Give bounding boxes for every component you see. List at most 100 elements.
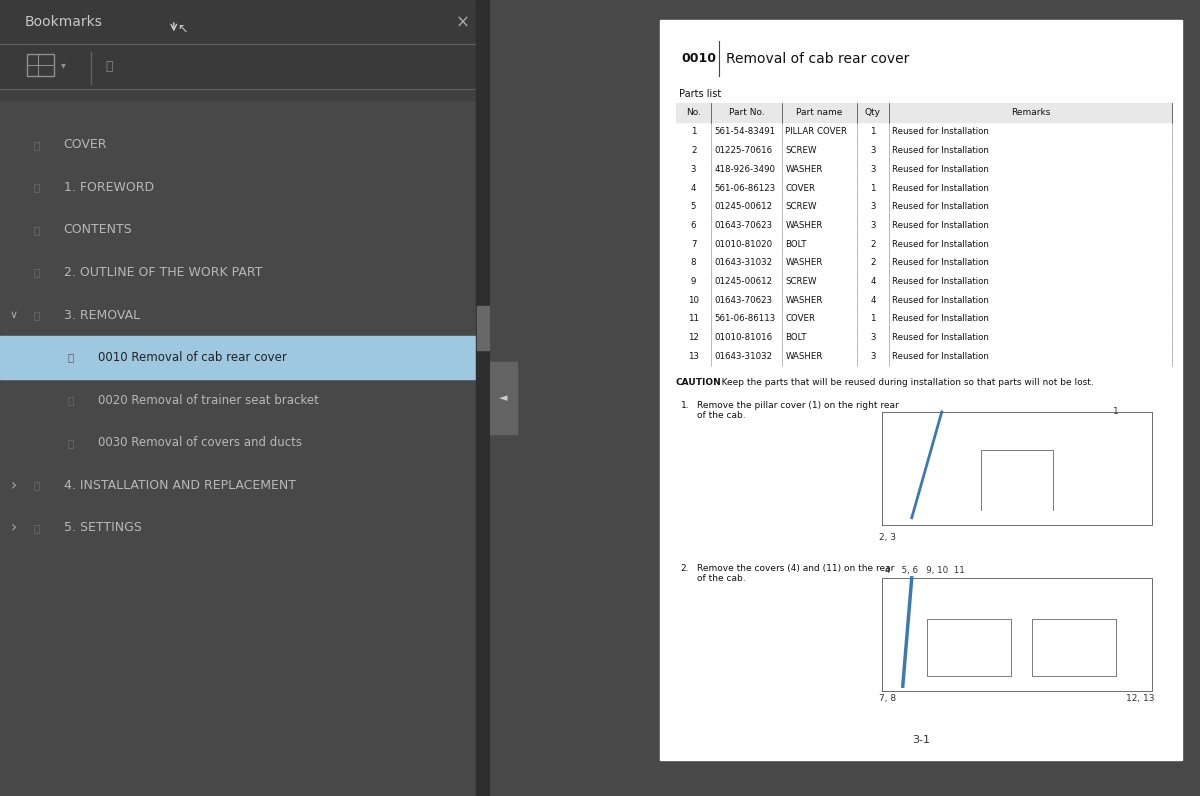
Text: 🔖: 🔖 (34, 224, 40, 235)
Bar (676, 85, 1171, 103)
Text: 3: 3 (870, 352, 876, 361)
Text: 4    5, 6   9, 10  11: 4 5, 6 9, 10 11 (884, 566, 965, 575)
Text: 01010-81020: 01010-81020 (714, 240, 773, 248)
Text: BOLT: BOLT (785, 240, 806, 248)
Bar (676, 217, 1171, 235)
Text: WASHER: WASHER (785, 352, 823, 361)
Text: No.: No. (686, 108, 701, 117)
Text: Remove the covers (4) and (11) on the rear
of the cab.: Remove the covers (4) and (11) on the re… (696, 564, 894, 583)
Text: 01245-00612: 01245-00612 (714, 277, 773, 286)
Text: Reused for Installation: Reused for Installation (892, 202, 989, 211)
Bar (676, 347, 1171, 366)
Text: 10: 10 (688, 296, 700, 305)
Text: 12, 13: 12, 13 (1127, 693, 1154, 703)
Text: 13: 13 (688, 352, 700, 361)
Text: 418-926-3490: 418-926-3490 (714, 165, 775, 174)
Bar (660, 20, 1182, 760)
Text: Reused for Installation: Reused for Installation (892, 127, 989, 136)
Text: 1. FOREWORD: 1. FOREWORD (64, 181, 154, 193)
Bar (676, 142, 1171, 160)
Text: 3: 3 (691, 165, 696, 174)
Text: 0030 Removal of covers and ducts: 0030 Removal of covers and ducts (98, 436, 302, 449)
Text: 4: 4 (870, 296, 876, 305)
Bar (676, 253, 1171, 272)
Text: 8: 8 (691, 259, 696, 267)
Bar (866, 397, 1166, 548)
Text: 01643-70623: 01643-70623 (714, 221, 773, 230)
Bar (476, 306, 488, 350)
Text: Removal of cab rear cover: Removal of cab rear cover (726, 52, 910, 65)
Text: 01643-31032: 01643-31032 (714, 352, 773, 361)
Text: COVER: COVER (64, 139, 107, 151)
Text: ×: × (455, 14, 469, 31)
Text: 🔖: 🔖 (34, 267, 40, 278)
Text: 01010-81016: 01010-81016 (714, 334, 773, 342)
Text: 0020 Removal of trainer seat bracket: 0020 Removal of trainer seat bracket (98, 394, 319, 407)
Text: 561-54-83491: 561-54-83491 (714, 127, 775, 136)
Text: SCREW: SCREW (785, 277, 817, 286)
Text: 🔖: 🔖 (34, 182, 40, 193)
Text: 3-1: 3-1 (912, 736, 930, 745)
Text: Reused for Installation: Reused for Installation (892, 259, 989, 267)
Text: 2: 2 (870, 259, 876, 267)
Text: WASHER: WASHER (785, 296, 823, 305)
Text: WASHER: WASHER (785, 259, 823, 267)
Bar (676, 41, 1171, 76)
Text: 🔖: 🔖 (68, 353, 74, 363)
Text: 7: 7 (691, 240, 696, 248)
Text: 1: 1 (691, 127, 696, 136)
Text: 2: 2 (691, 146, 696, 155)
Bar (0, 0, 490, 44)
Bar (676, 123, 1171, 142)
Bar (676, 197, 1171, 216)
Text: ›: › (11, 478, 17, 493)
Text: Reused for Installation: Reused for Installation (892, 146, 989, 155)
Text: 4: 4 (691, 184, 696, 193)
Text: Parts list: Parts list (679, 89, 721, 99)
Text: 🔖: 🔖 (34, 523, 40, 533)
Text: 01225-70616: 01225-70616 (714, 146, 773, 155)
Text: PILLAR COVER: PILLAR COVER (785, 127, 847, 136)
Bar (1032, 619, 1116, 676)
Text: WASHER: WASHER (785, 165, 823, 174)
Text: ∨: ∨ (10, 310, 18, 320)
Text: Remove the pillar cover (1) on the right rear
of the cab.: Remove the pillar cover (1) on the right… (696, 401, 899, 420)
Text: BOLT: BOLT (785, 334, 806, 342)
Text: 5. SETTINGS: 5. SETTINGS (64, 521, 142, 534)
Bar (476, 0, 490, 796)
Bar (26, 54, 54, 76)
Text: 9: 9 (691, 277, 696, 286)
Text: 2. OUTLINE OF THE WORK PART: 2. OUTLINE OF THE WORK PART (64, 266, 262, 279)
Text: Reused for Installation: Reused for Installation (892, 296, 989, 305)
Text: 3. REMOVAL: 3. REMOVAL (64, 309, 139, 322)
Text: Qty: Qty (865, 108, 881, 117)
Text: 🔖: 🔖 (68, 438, 74, 448)
Bar (676, 103, 1171, 123)
Text: 🔖: 🔖 (34, 480, 40, 490)
Text: WASHER: WASHER (785, 221, 823, 230)
Bar (866, 560, 1166, 708)
Text: Reused for Installation: Reused for Installation (892, 240, 989, 248)
Bar (926, 619, 1010, 676)
Text: 6: 6 (691, 221, 696, 230)
Text: Remarks: Remarks (1010, 108, 1050, 117)
Text: 🔖: 🔖 (34, 310, 40, 320)
Text: 01643-70623: 01643-70623 (714, 296, 773, 305)
Text: ↖: ↖ (178, 23, 187, 36)
Text: 01245-00612: 01245-00612 (714, 202, 773, 211)
Text: Part No.: Part No. (730, 108, 764, 117)
Text: ◄: ◄ (499, 393, 508, 403)
Bar (676, 291, 1171, 310)
Text: ▾: ▾ (61, 60, 66, 70)
Text: 2.: 2. (680, 564, 689, 573)
Text: COVER: COVER (785, 184, 815, 193)
Bar (676, 310, 1171, 328)
Bar (676, 179, 1171, 197)
Bar (0, 89, 490, 100)
Text: 4: 4 (870, 277, 876, 286)
Text: Reused for Installation: Reused for Installation (892, 334, 989, 342)
Text: COVER: COVER (785, 314, 815, 323)
Text: 3: 3 (870, 146, 876, 155)
Text: 0010: 0010 (682, 52, 716, 65)
Bar (0, 337, 490, 379)
